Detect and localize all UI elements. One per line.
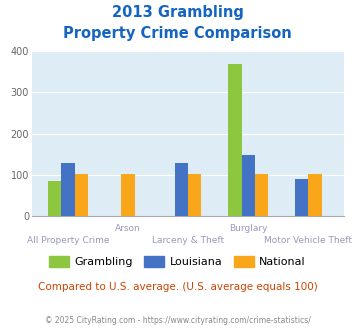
Bar xyxy=(75,174,88,216)
Text: Burglary: Burglary xyxy=(229,224,267,233)
Legend: Grambling, Louisiana, National: Grambling, Louisiana, National xyxy=(45,251,310,271)
Bar xyxy=(61,163,75,216)
Bar xyxy=(175,163,188,216)
Bar xyxy=(308,174,322,216)
Bar xyxy=(188,174,201,216)
Text: Compared to U.S. average. (U.S. average equals 100): Compared to U.S. average. (U.S. average … xyxy=(38,282,317,292)
Text: Larceny & Theft: Larceny & Theft xyxy=(152,236,224,245)
Bar xyxy=(295,179,308,216)
Text: © 2025 CityRating.com - https://www.cityrating.com/crime-statistics/: © 2025 CityRating.com - https://www.city… xyxy=(45,316,310,325)
Bar xyxy=(255,174,268,216)
Bar xyxy=(48,181,61,216)
Text: Arson: Arson xyxy=(115,224,141,233)
Bar xyxy=(228,64,242,216)
Text: Motor Vehicle Theft: Motor Vehicle Theft xyxy=(264,236,352,245)
Text: Property Crime Comparison: Property Crime Comparison xyxy=(63,26,292,41)
Bar xyxy=(121,174,135,216)
Text: All Property Crime: All Property Crime xyxy=(27,236,109,245)
Bar xyxy=(242,155,255,216)
Text: 2013 Grambling: 2013 Grambling xyxy=(111,5,244,20)
